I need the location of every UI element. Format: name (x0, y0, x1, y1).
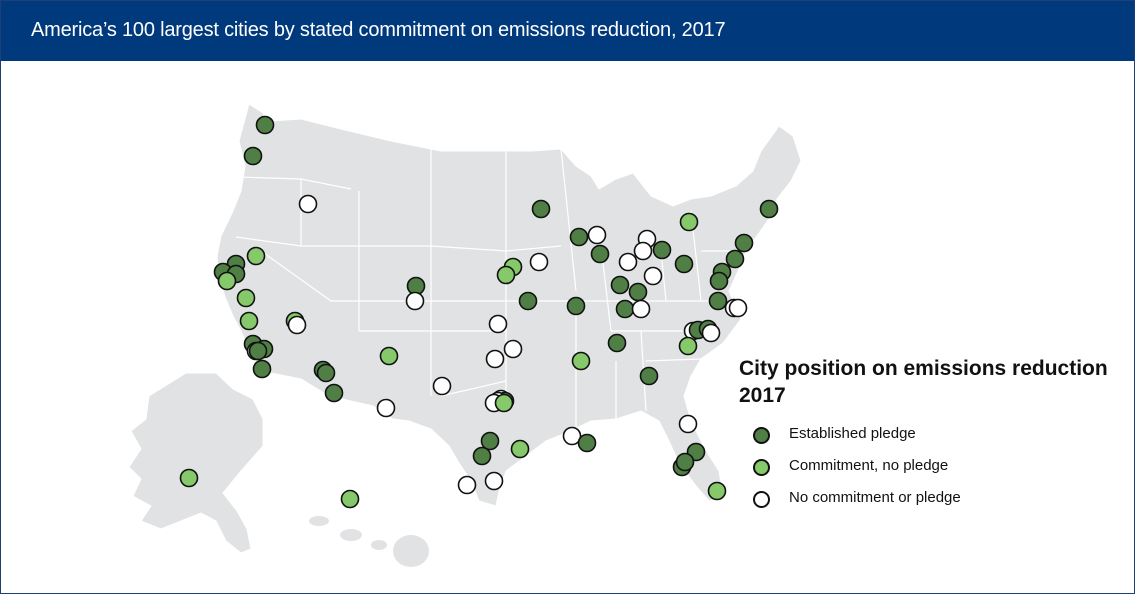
city-marker-82 (179, 468, 199, 488)
us-map (128, 103, 802, 567)
city-marker-75 (678, 414, 698, 434)
city-marker-30 (496, 265, 516, 285)
legend-title-line1: City position on emissions reduction (739, 357, 1108, 380)
city-marker-24 (566, 296, 586, 316)
city-marker-74 (577, 433, 597, 453)
city-marker-49 (316, 363, 336, 383)
city-marker-14 (674, 254, 694, 274)
city-marker-5 (569, 227, 589, 247)
legend: City position on emissions reduction 201… (739, 355, 1129, 515)
city-marker-19 (643, 266, 663, 286)
city-marker-23 (631, 299, 651, 319)
city-marker-83 (340, 489, 360, 509)
city-marker-52 (287, 315, 307, 335)
legend-label-commitment: Commitment, no pledge (789, 457, 949, 474)
city-markers (179, 115, 779, 509)
alaska-land (128, 372, 264, 554)
city-marker-69 (494, 393, 514, 413)
city-marker-4 (531, 199, 551, 219)
city-marker-34 (488, 314, 508, 334)
city-marker-33 (405, 291, 425, 311)
city-marker-7 (590, 244, 610, 264)
city-marker-45 (432, 376, 452, 396)
map-area (1, 61, 1134, 593)
commitment-swatch (753, 459, 770, 476)
city-marker-59 (239, 311, 259, 331)
city-marker-25 (708, 291, 728, 311)
city-marker-81 (484, 471, 504, 491)
city-marker-8 (679, 212, 699, 232)
city-marker-80 (457, 475, 477, 495)
city-marker-17 (633, 241, 653, 261)
city-marker-73 (562, 426, 582, 446)
city-marker-63 (248, 341, 268, 361)
city-marker-44 (639, 366, 659, 386)
city-marker-70 (480, 431, 500, 451)
hawaii-island-2 (340, 529, 362, 541)
city-marker-36 (485, 349, 505, 369)
city-marker-1 (255, 115, 275, 135)
city-marker-47 (379, 346, 399, 366)
city-marker-72 (510, 439, 530, 459)
city-marker-31 (518, 291, 538, 311)
hawaii-island-1 (309, 516, 329, 526)
city-marker-43 (678, 336, 698, 356)
legend-item-none: No commitment or pledge (753, 483, 1129, 515)
city-marker-13 (709, 271, 729, 291)
contiguous-us-land (216, 103, 802, 507)
established-swatch (753, 427, 770, 444)
city-marker-21 (628, 282, 648, 302)
city-marker-27 (728, 298, 748, 318)
legend-label-none: No commitment or pledge (789, 489, 961, 506)
city-marker-50 (324, 383, 344, 403)
hawaii-island-4 (393, 535, 429, 567)
legend-item-established: Established pledge (753, 419, 1129, 451)
title-bar: America’s 100 largest cities by stated c… (1, 1, 1134, 61)
city-marker-35 (503, 339, 523, 359)
city-marker-38 (607, 333, 627, 353)
city-marker-42 (701, 323, 721, 343)
city-marker-79 (707, 481, 727, 501)
city-marker-58 (236, 288, 256, 308)
city-marker-3 (298, 194, 318, 214)
city-marker-6 (587, 225, 607, 245)
city-marker-9 (759, 199, 779, 219)
city-marker-46 (376, 398, 396, 418)
city-marker-57 (217, 271, 237, 291)
city-marker-53 (246, 246, 266, 266)
city-marker-37 (571, 351, 591, 371)
legend-item-commitment: Commitment, no pledge (753, 451, 1129, 483)
none-swatch (753, 491, 770, 508)
figure-title: America’s 100 largest cities by stated c… (31, 19, 726, 41)
city-marker-15 (652, 240, 672, 260)
city-marker-2 (243, 146, 263, 166)
legend-title: City position on emissions reduction 201… (739, 355, 1129, 409)
legend-title-line2: 2017 (739, 384, 786, 407)
city-marker-18 (618, 252, 638, 272)
city-marker-20 (610, 275, 630, 295)
city-marker-28 (529, 252, 549, 272)
city-marker-71 (472, 446, 492, 466)
city-marker-11 (725, 249, 745, 269)
hawaii-island-3 (371, 540, 387, 550)
city-marker-10 (734, 233, 754, 253)
city-marker-22 (615, 299, 635, 319)
legend-label-established: Established pledge (789, 425, 916, 442)
city-marker-78 (675, 452, 695, 472)
city-marker-64 (252, 359, 272, 379)
